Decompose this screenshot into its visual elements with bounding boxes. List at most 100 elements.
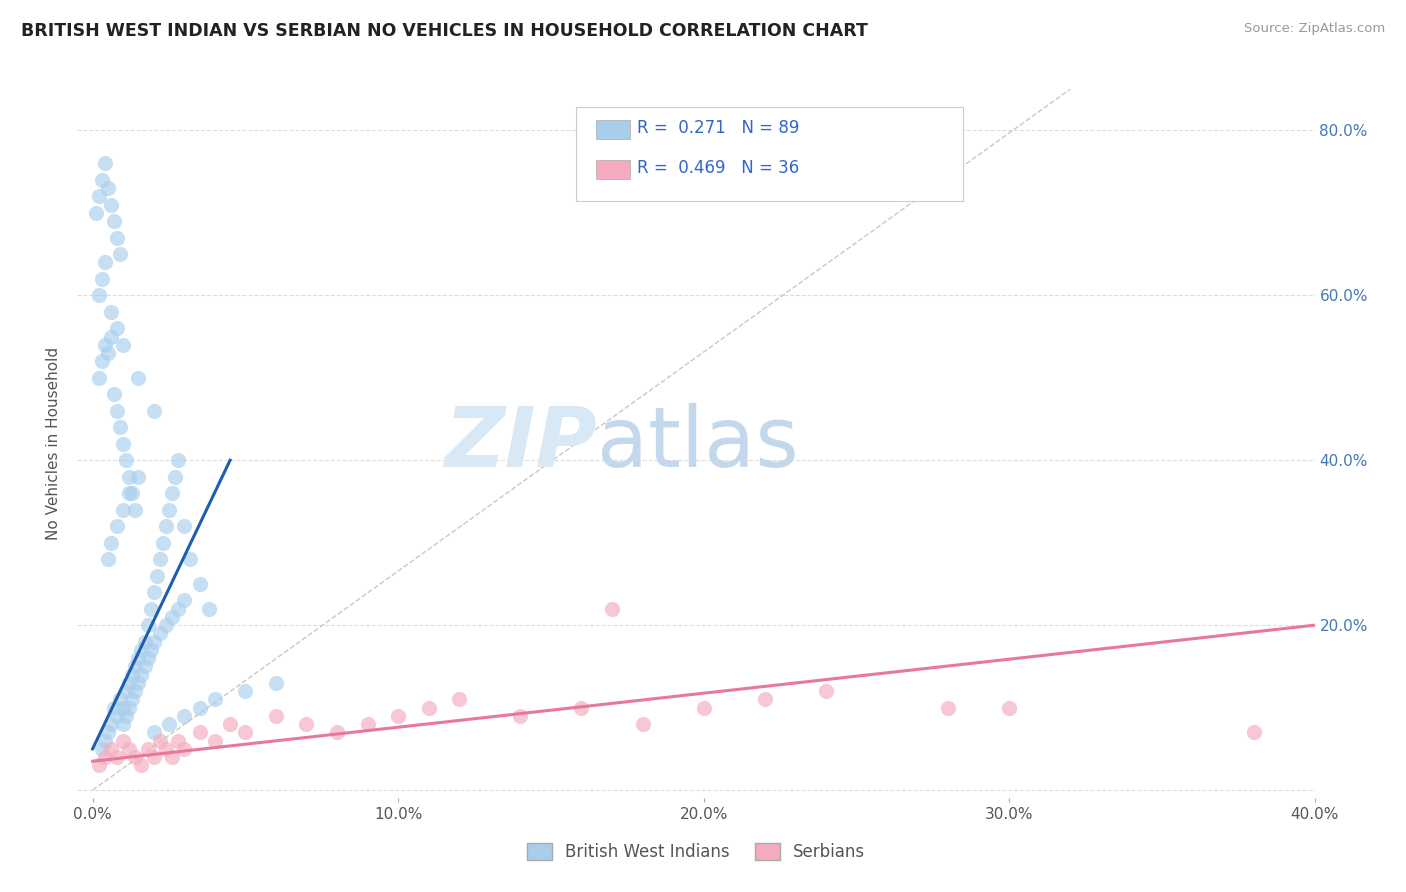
Point [118,742,141,756]
Point [197,601,219,615]
Legend: British West Indians, Serbians: British West Indians, Serbians [520,837,872,868]
Point [160,486,183,500]
Point [149,552,172,566]
Point [105,750,128,764]
Text: ZIP: ZIP [444,403,598,484]
Point [100,742,122,756]
Point [173,519,195,533]
Point [173,593,195,607]
Point [264,676,287,690]
Point [94,750,117,764]
Point [103,387,125,401]
Point [131,667,153,681]
Point [97,181,120,195]
Point [131,758,153,772]
Point [571,700,593,714]
Point [94,156,117,170]
Point [100,717,122,731]
Point [179,552,201,566]
Point [115,709,138,723]
Point [295,717,318,731]
Point [167,601,190,615]
Point [100,305,122,319]
Point [149,733,172,747]
Point [142,634,165,648]
Point [152,535,174,549]
Point [90,272,112,286]
Point [87,758,110,772]
Point [118,486,141,500]
Text: Source: ZipAtlas.com: Source: ZipAtlas.com [1244,22,1385,36]
Point [1243,725,1265,739]
Point [160,610,183,624]
Point [121,692,143,706]
Point [387,709,409,723]
Point [112,436,135,450]
Point [134,634,156,648]
Point [118,676,141,690]
Point [692,700,714,714]
Text: R =  0.469   N = 36: R = 0.469 N = 36 [637,159,799,177]
Point [84,206,107,220]
Point [173,742,195,756]
Point [219,717,242,731]
Point [167,733,190,747]
Point [136,742,159,756]
Point [157,502,180,516]
Point [127,371,149,385]
Point [136,651,159,665]
Point [631,717,654,731]
Point [121,486,143,500]
Point [167,453,190,467]
Point [112,502,135,516]
Point [105,404,128,418]
Point [814,684,837,698]
Point [134,659,156,673]
Point [264,709,287,723]
Point [155,618,177,632]
Point [87,288,110,302]
Point [108,247,131,261]
Point [103,214,125,228]
Point [936,700,959,714]
Point [139,601,162,615]
Point [754,692,776,706]
Point [145,568,167,582]
Point [87,371,110,385]
Point [155,742,177,756]
Point [204,692,226,706]
Point [142,750,165,764]
Point [188,577,211,591]
Point [326,725,349,739]
Point [157,717,180,731]
Point [356,717,378,731]
Point [235,725,257,739]
Point [108,692,131,706]
Point [90,354,112,368]
Point [188,725,211,739]
Text: atlas: atlas [598,403,799,484]
Point [149,626,172,640]
Point [136,618,159,632]
Point [100,329,122,343]
Point [94,255,117,269]
Point [165,469,187,483]
Point [105,230,128,244]
Point [100,197,122,211]
Point [118,700,141,714]
Point [142,404,165,418]
Point [97,552,120,566]
Point [121,667,143,681]
Y-axis label: No Vehicles in Household: No Vehicles in Household [46,347,62,541]
Point [97,346,120,360]
Point [124,750,146,764]
Point [418,700,440,714]
Point [112,733,135,747]
Point [112,338,135,352]
Point [142,585,165,599]
Point [112,717,135,731]
Point [115,453,138,467]
Point [235,684,257,698]
Point [173,709,195,723]
Point [160,750,183,764]
